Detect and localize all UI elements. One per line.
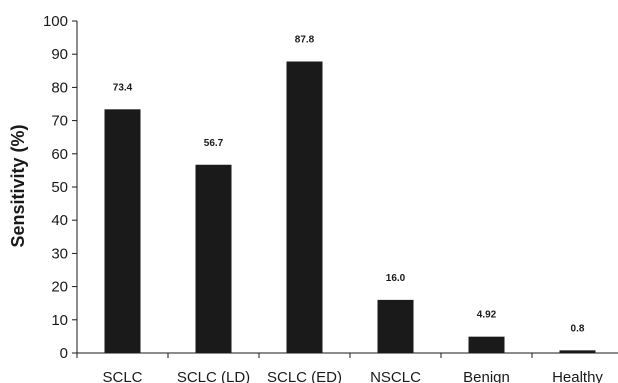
data-label: 16.0: [386, 273, 406, 284]
bar: [377, 299, 414, 353]
bar: [286, 61, 323, 354]
x-tick-label: Healthy: [552, 369, 603, 383]
bar: [559, 350, 596, 353]
data-label: 4.92: [477, 310, 497, 321]
data-label: 0.8: [571, 323, 585, 334]
bars-group: [104, 61, 596, 354]
y-tick-label: 40: [51, 212, 68, 229]
x-tick-label: SCLC (LD): [177, 369, 250, 383]
bar: [468, 336, 505, 353]
data-label: 73.4: [113, 82, 133, 93]
x-tick-label: SCLC: [102, 369, 142, 383]
y-tick-label: 10: [51, 312, 68, 329]
x-tick-label: Benign: [463, 369, 510, 383]
data-label: 56.7: [204, 138, 224, 149]
y-tick-label: 0: [60, 345, 68, 362]
data-label: 87.8: [295, 35, 315, 46]
x-tick-label: NSCLC: [370, 369, 421, 383]
data-labels-group: 73.4 56.7 87.8 16.0 4.92 0.8: [113, 35, 585, 335]
y-tick-label: 90: [51, 46, 68, 63]
bar: [195, 164, 232, 353]
y-tick-label: 20: [51, 279, 68, 296]
x-tick-label: SCLC (ED): [267, 369, 342, 383]
y-tick-label: 100: [43, 13, 68, 30]
y-axis-title: Sensitivity (%): [8, 124, 28, 247]
y-tick-label: 80: [51, 79, 68, 96]
y-tick-label: 70: [51, 113, 68, 130]
bar: [104, 109, 141, 353]
y-tick-label: 60: [51, 146, 68, 163]
y-tick-label: 50: [51, 179, 68, 196]
y-axis: 0 10 20 30 40 50 60 70 80 90 100: [43, 13, 78, 362]
y-tick-label: 30: [51, 245, 68, 262]
x-axis: SCLC SCLC (LD) SCLC (ED) NSCLC Benign Healthy: [76, 352, 618, 383]
